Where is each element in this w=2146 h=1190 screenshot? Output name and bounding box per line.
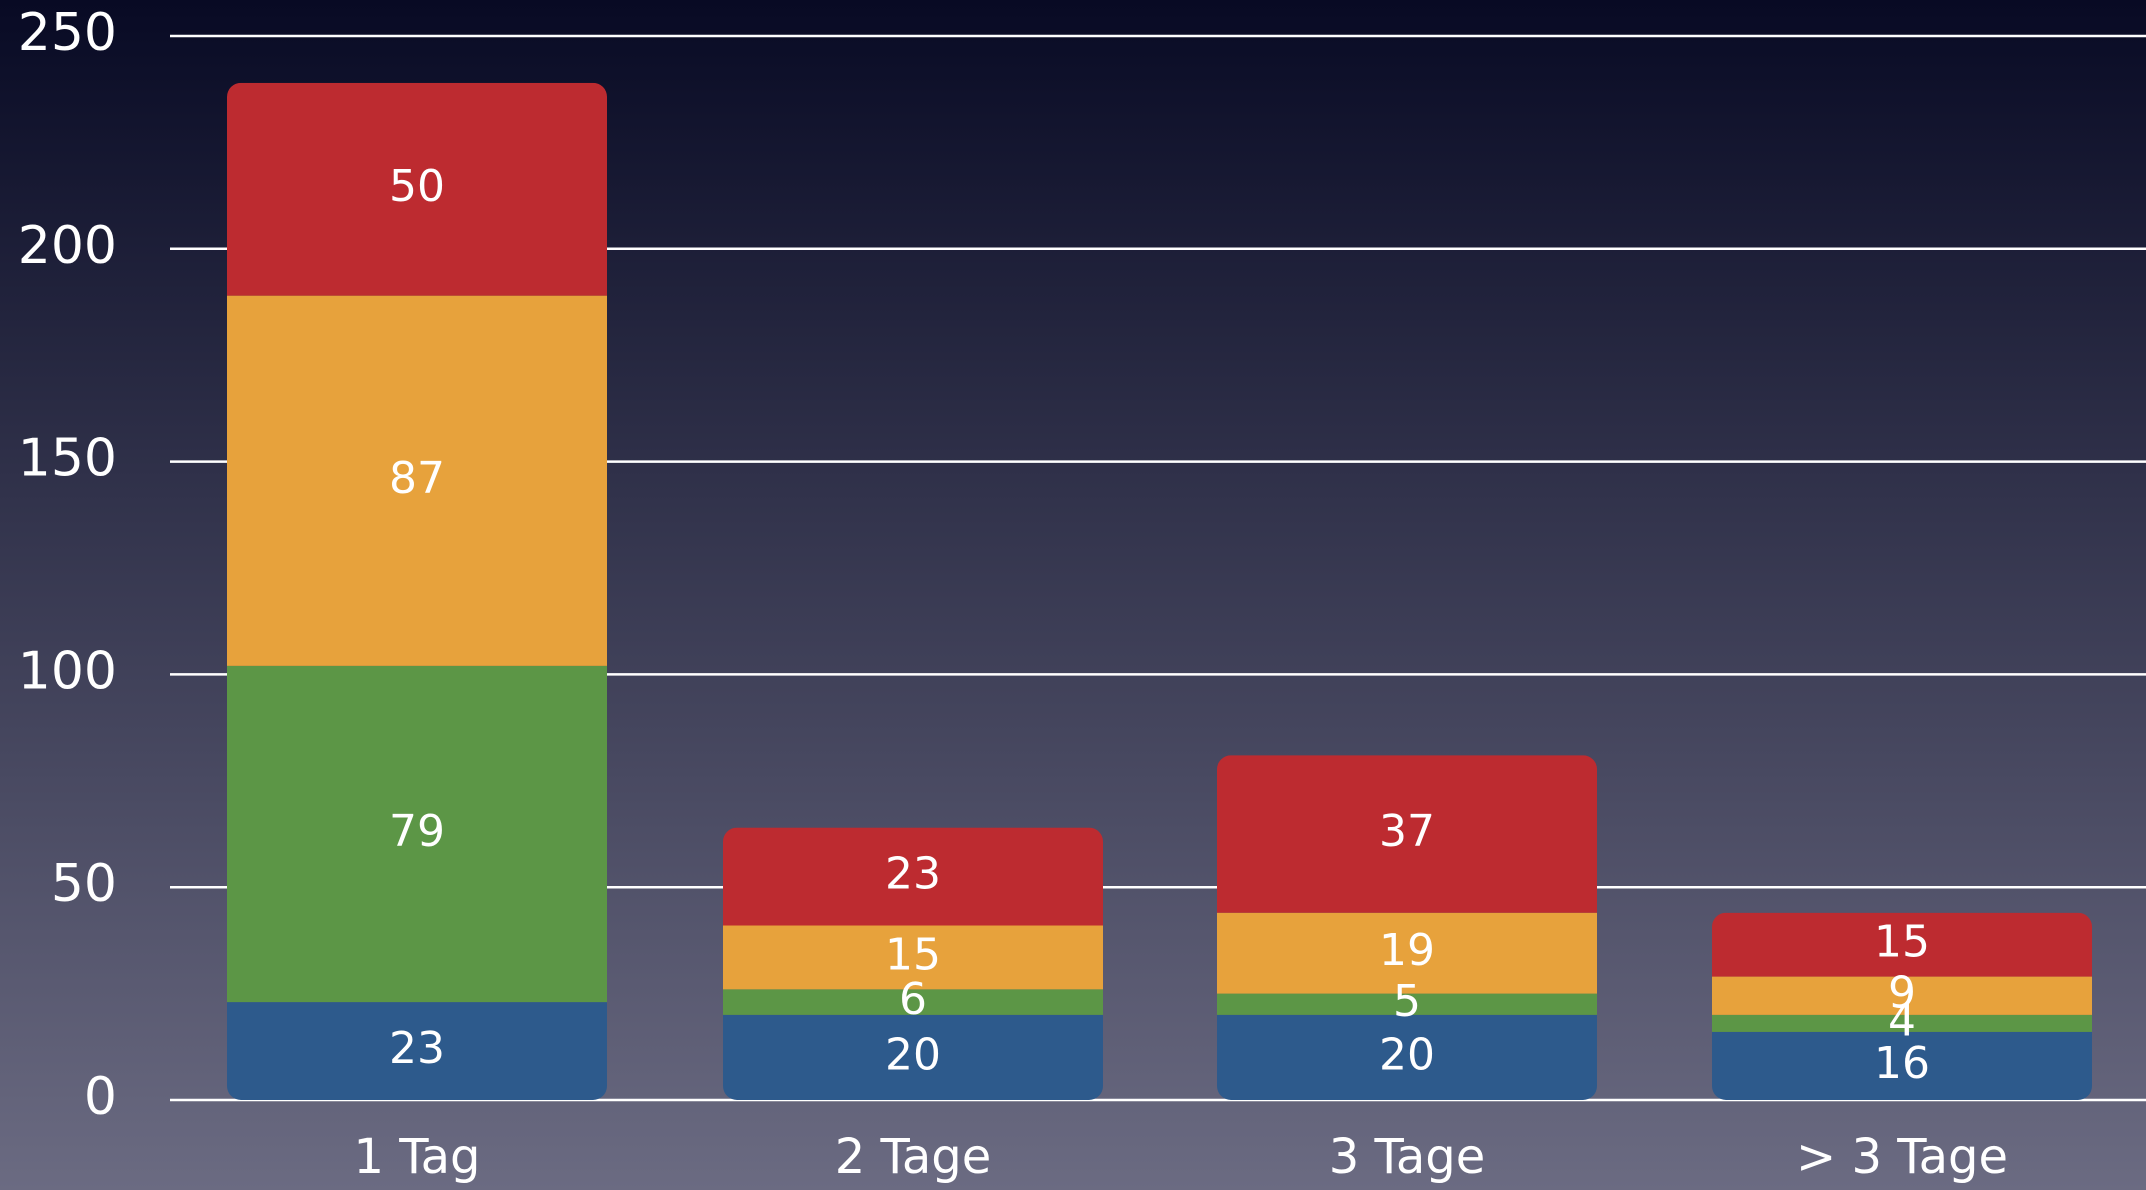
bar-segment (1712, 912, 2092, 977)
y-tick-label: 0 (84, 1067, 117, 1127)
value-label: 4 (1888, 995, 1916, 1046)
bar-segment (227, 295, 607, 666)
bar-segment (723, 1014, 1103, 1100)
x-tick-label: 2 Tage (835, 1129, 992, 1185)
y-tick-label: 50 (51, 854, 117, 914)
bar-stack (227, 82, 607, 1100)
value-label: 15 (1874, 917, 1930, 968)
value-label: 16 (1874, 1038, 1930, 1089)
y-tick-label: 150 (18, 429, 117, 489)
x-tick-label: > 3 Tage (1796, 1129, 2008, 1185)
value-label: 50 (389, 161, 445, 212)
value-label: 15 (885, 929, 941, 980)
bar-segment (1712, 1031, 2092, 1100)
bar-segment (1217, 993, 1597, 1015)
bar-segment (1217, 912, 1597, 994)
value-label: 37 (1379, 806, 1435, 857)
value-label: 20 (885, 1029, 941, 1080)
bar-segment (723, 989, 1103, 1015)
bar-segment (227, 1002, 607, 1100)
x-tick-label: 3 Tage (1329, 1129, 1486, 1185)
bar-segment (227, 82, 607, 296)
value-label: 23 (885, 849, 941, 900)
value-label: 87 (389, 453, 445, 504)
value-label: 20 (1379, 1029, 1435, 1080)
y-tick-label: 100 (18, 641, 117, 701)
y-tick-label: 250 (18, 3, 117, 63)
x-tick-label: 1 Tag (353, 1129, 480, 1185)
value-label: 9 (1888, 968, 1916, 1019)
bar-stack (1217, 755, 1597, 1100)
bar-stack (723, 827, 1103, 1100)
bar-segment (1217, 755, 1597, 913)
bar-segment (723, 827, 1103, 926)
bar-segment (1217, 1014, 1597, 1100)
y-tick-label: 200 (18, 216, 117, 276)
value-label: 79 (389, 806, 445, 857)
value-label: 6 (899, 974, 927, 1025)
bar-segment (1712, 1014, 2092, 1032)
bar-segment (227, 665, 607, 1003)
value-label: 5 (1393, 976, 1421, 1027)
value-label: 23 (389, 1023, 445, 1074)
bar-stack (1712, 912, 2092, 1100)
bar-segment (1712, 976, 2092, 1015)
value-label: 19 (1379, 925, 1435, 976)
bar-segment (723, 925, 1103, 990)
